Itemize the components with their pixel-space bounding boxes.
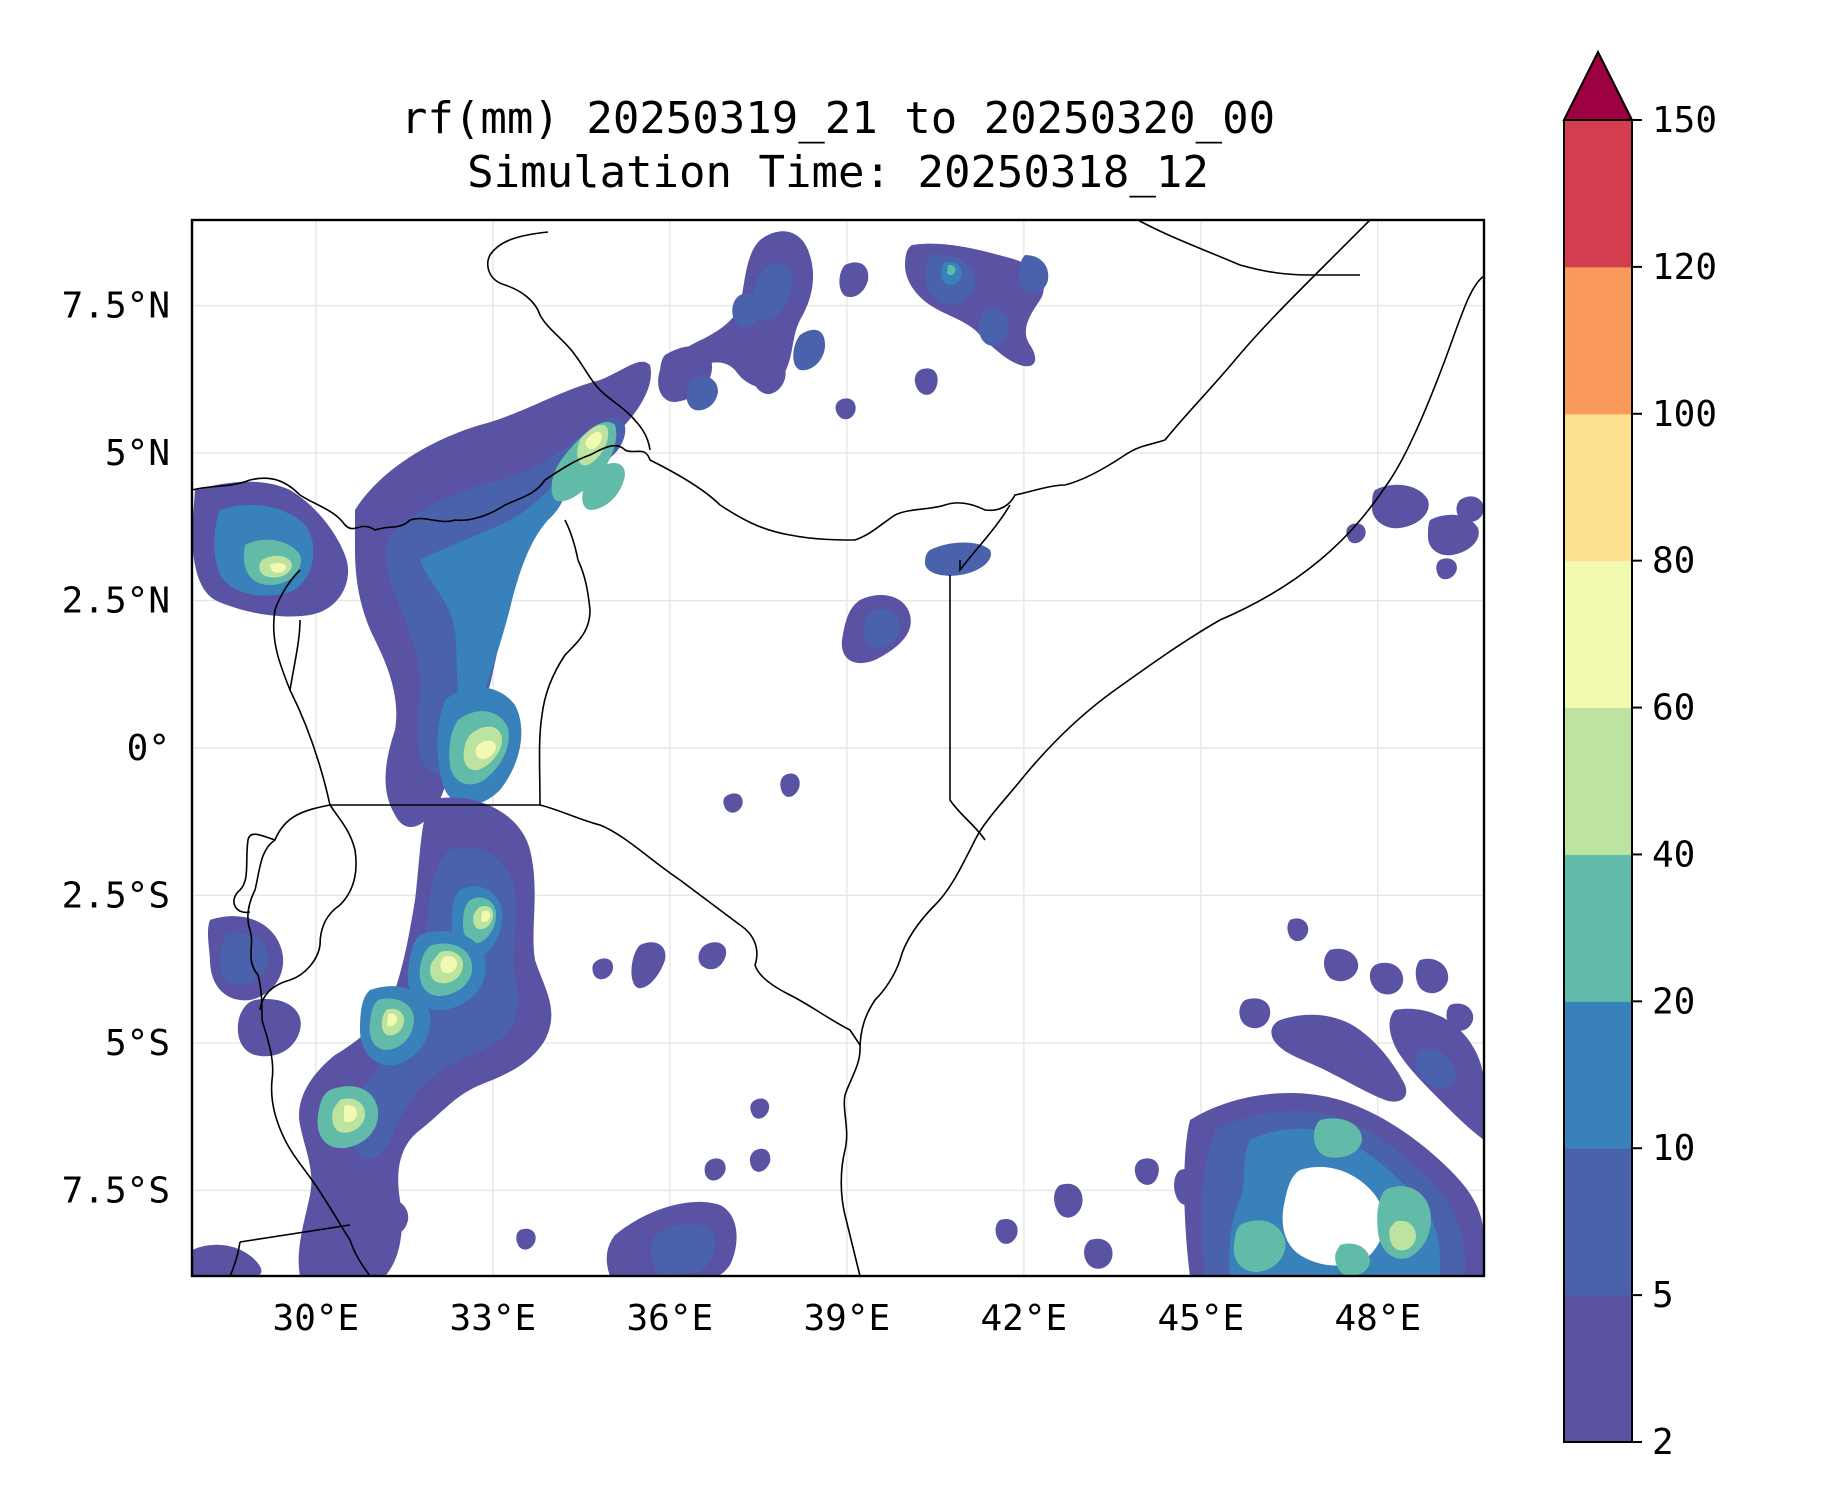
colorbar-segment — [1564, 1001, 1632, 1149]
colorbar-frame — [1563, 119, 1633, 1443]
colorbar-segment — [1564, 854, 1632, 1002]
colorbar-tick-label: 2 — [1652, 1422, 1674, 1463]
colorbar-segment — [1564, 707, 1632, 855]
y-tick-label: 5°S — [105, 1023, 170, 1064]
colorbar-segment — [1564, 1148, 1632, 1296]
y-tick-label: 0° — [127, 728, 170, 769]
y-tick-label: 7.5°S — [62, 1170, 170, 1211]
y-tick-label: 2.5°S — [62, 875, 170, 916]
rainfall-field — [192, 231, 1484, 1276]
colorbar-extend-arrow — [1562, 49, 1634, 121]
colorbar-tick-label: 10 — [1652, 1128, 1695, 1169]
x-tick-label: 42°E — [980, 1298, 1067, 1339]
colorbar-tick-label: 150 — [1652, 100, 1717, 141]
colorbar-segment — [1564, 120, 1632, 268]
y-axis: 7.5°N 5°N 2.5°N 0° 2.5°S 5°S 7.5°S — [62, 286, 170, 1212]
colorbar-segment — [1564, 560, 1632, 709]
title-line-2: Simulation Time: 20250318_12 — [467, 147, 1209, 198]
colorbar-segment — [1564, 1295, 1632, 1443]
colorbar-tick-label: 5 — [1652, 1275, 1674, 1316]
colorbar-tick-label: 40 — [1652, 834, 1695, 875]
y-tick-label: 7.5°N — [62, 286, 170, 327]
title-line-1: rf(mm) 20250319_21 to 20250320_00 — [400, 93, 1276, 144]
x-tick-label: 48°E — [1334, 1298, 1421, 1339]
colorbar-tick-label: 60 — [1652, 688, 1695, 729]
x-axis: 30°E 33°E 36°E 39°E 42°E 45°E 48°E — [273, 1298, 1422, 1339]
x-tick-label: 30°E — [273, 1298, 360, 1339]
colorbar: 2 5 10 20 40 60 80 100 120 150 — [1562, 49, 1717, 1463]
x-tick-label: 36°E — [627, 1298, 714, 1339]
y-tick-label: 2.5°N — [62, 581, 170, 622]
map-title: rf(mm) 20250319_21 to 20250320_00 Simula… — [192, 92, 1484, 200]
plot-frame — [190, 218, 1486, 1278]
colorbar-tick-label: 80 — [1652, 541, 1695, 582]
x-tick-label: 33°E — [450, 1298, 537, 1339]
colorbar-tick-label: 100 — [1652, 394, 1717, 435]
colorbar-tick-label: 120 — [1652, 247, 1717, 288]
y-tick-label: 5°N — [105, 433, 170, 474]
x-tick-label: 45°E — [1157, 1298, 1244, 1339]
colorbar-tick-label: 20 — [1652, 981, 1695, 1022]
x-tick-label: 39°E — [803, 1298, 890, 1339]
colorbar-segment — [1564, 266, 1632, 415]
colorbar-segment — [1564, 413, 1632, 562]
coastlines-borders — [192, 220, 1484, 1276]
